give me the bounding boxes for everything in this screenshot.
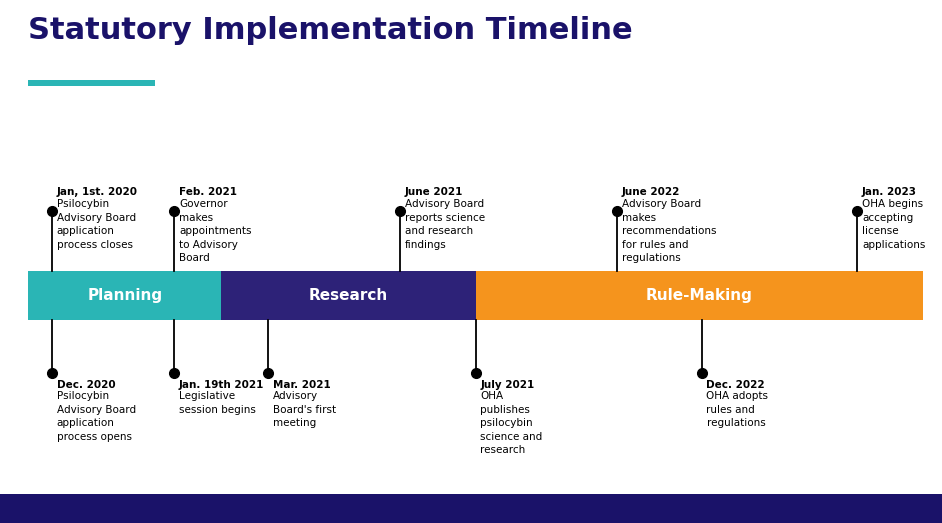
Text: Jan. 2023: Jan. 2023 (862, 187, 917, 197)
Text: OHA adopts
rules and
regulations: OHA adopts rules and regulations (706, 391, 769, 428)
Text: Jan. 19th 2021: Jan. 19th 2021 (179, 381, 265, 391)
FancyBboxPatch shape (221, 271, 476, 320)
Text: Dec. 2020: Dec. 2020 (57, 381, 115, 391)
Text: OHA begins
accepting
license
applications: OHA begins accepting license application… (862, 199, 925, 250)
FancyBboxPatch shape (0, 494, 942, 523)
FancyBboxPatch shape (476, 271, 923, 320)
Text: Advisory
Board's first
meeting: Advisory Board's first meeting (273, 391, 336, 428)
Text: June 2022: June 2022 (622, 187, 680, 197)
Text: June 2021: June 2021 (405, 187, 463, 197)
Text: Planning: Planning (88, 288, 162, 303)
Text: Legislative
session begins: Legislative session begins (179, 391, 256, 415)
Text: Psilocybin
Advisory Board
application
process closes: Psilocybin Advisory Board application pr… (57, 199, 136, 250)
Text: Governor
makes
appointments
to Advisory
Board: Governor makes appointments to Advisory … (179, 199, 252, 264)
Text: Rule-Making: Rule-Making (646, 288, 753, 303)
Text: Mar. 2021: Mar. 2021 (273, 381, 331, 391)
Text: July 2021: July 2021 (480, 381, 535, 391)
Text: Dec. 2022: Dec. 2022 (706, 381, 765, 391)
Text: OHA
publishes
psilocybin
science and
research: OHA publishes psilocybin science and res… (480, 391, 543, 456)
Text: Psilocybin
Advisory Board
application
process opens: Psilocybin Advisory Board application pr… (57, 391, 136, 442)
FancyBboxPatch shape (28, 80, 155, 86)
Text: Advisory Board
makes
recommendations
for rules and
regulations: Advisory Board makes recommendations for… (622, 199, 716, 264)
FancyBboxPatch shape (28, 271, 221, 320)
Text: Statutory Implementation Timeline: Statutory Implementation Timeline (28, 16, 633, 44)
Text: Feb. 2021: Feb. 2021 (179, 187, 237, 197)
Text: Research: Research (309, 288, 388, 303)
Text: Advisory Board
reports science
and research
findings: Advisory Board reports science and resea… (405, 199, 485, 250)
Text: Jan, 1st. 2020: Jan, 1st. 2020 (57, 187, 138, 197)
